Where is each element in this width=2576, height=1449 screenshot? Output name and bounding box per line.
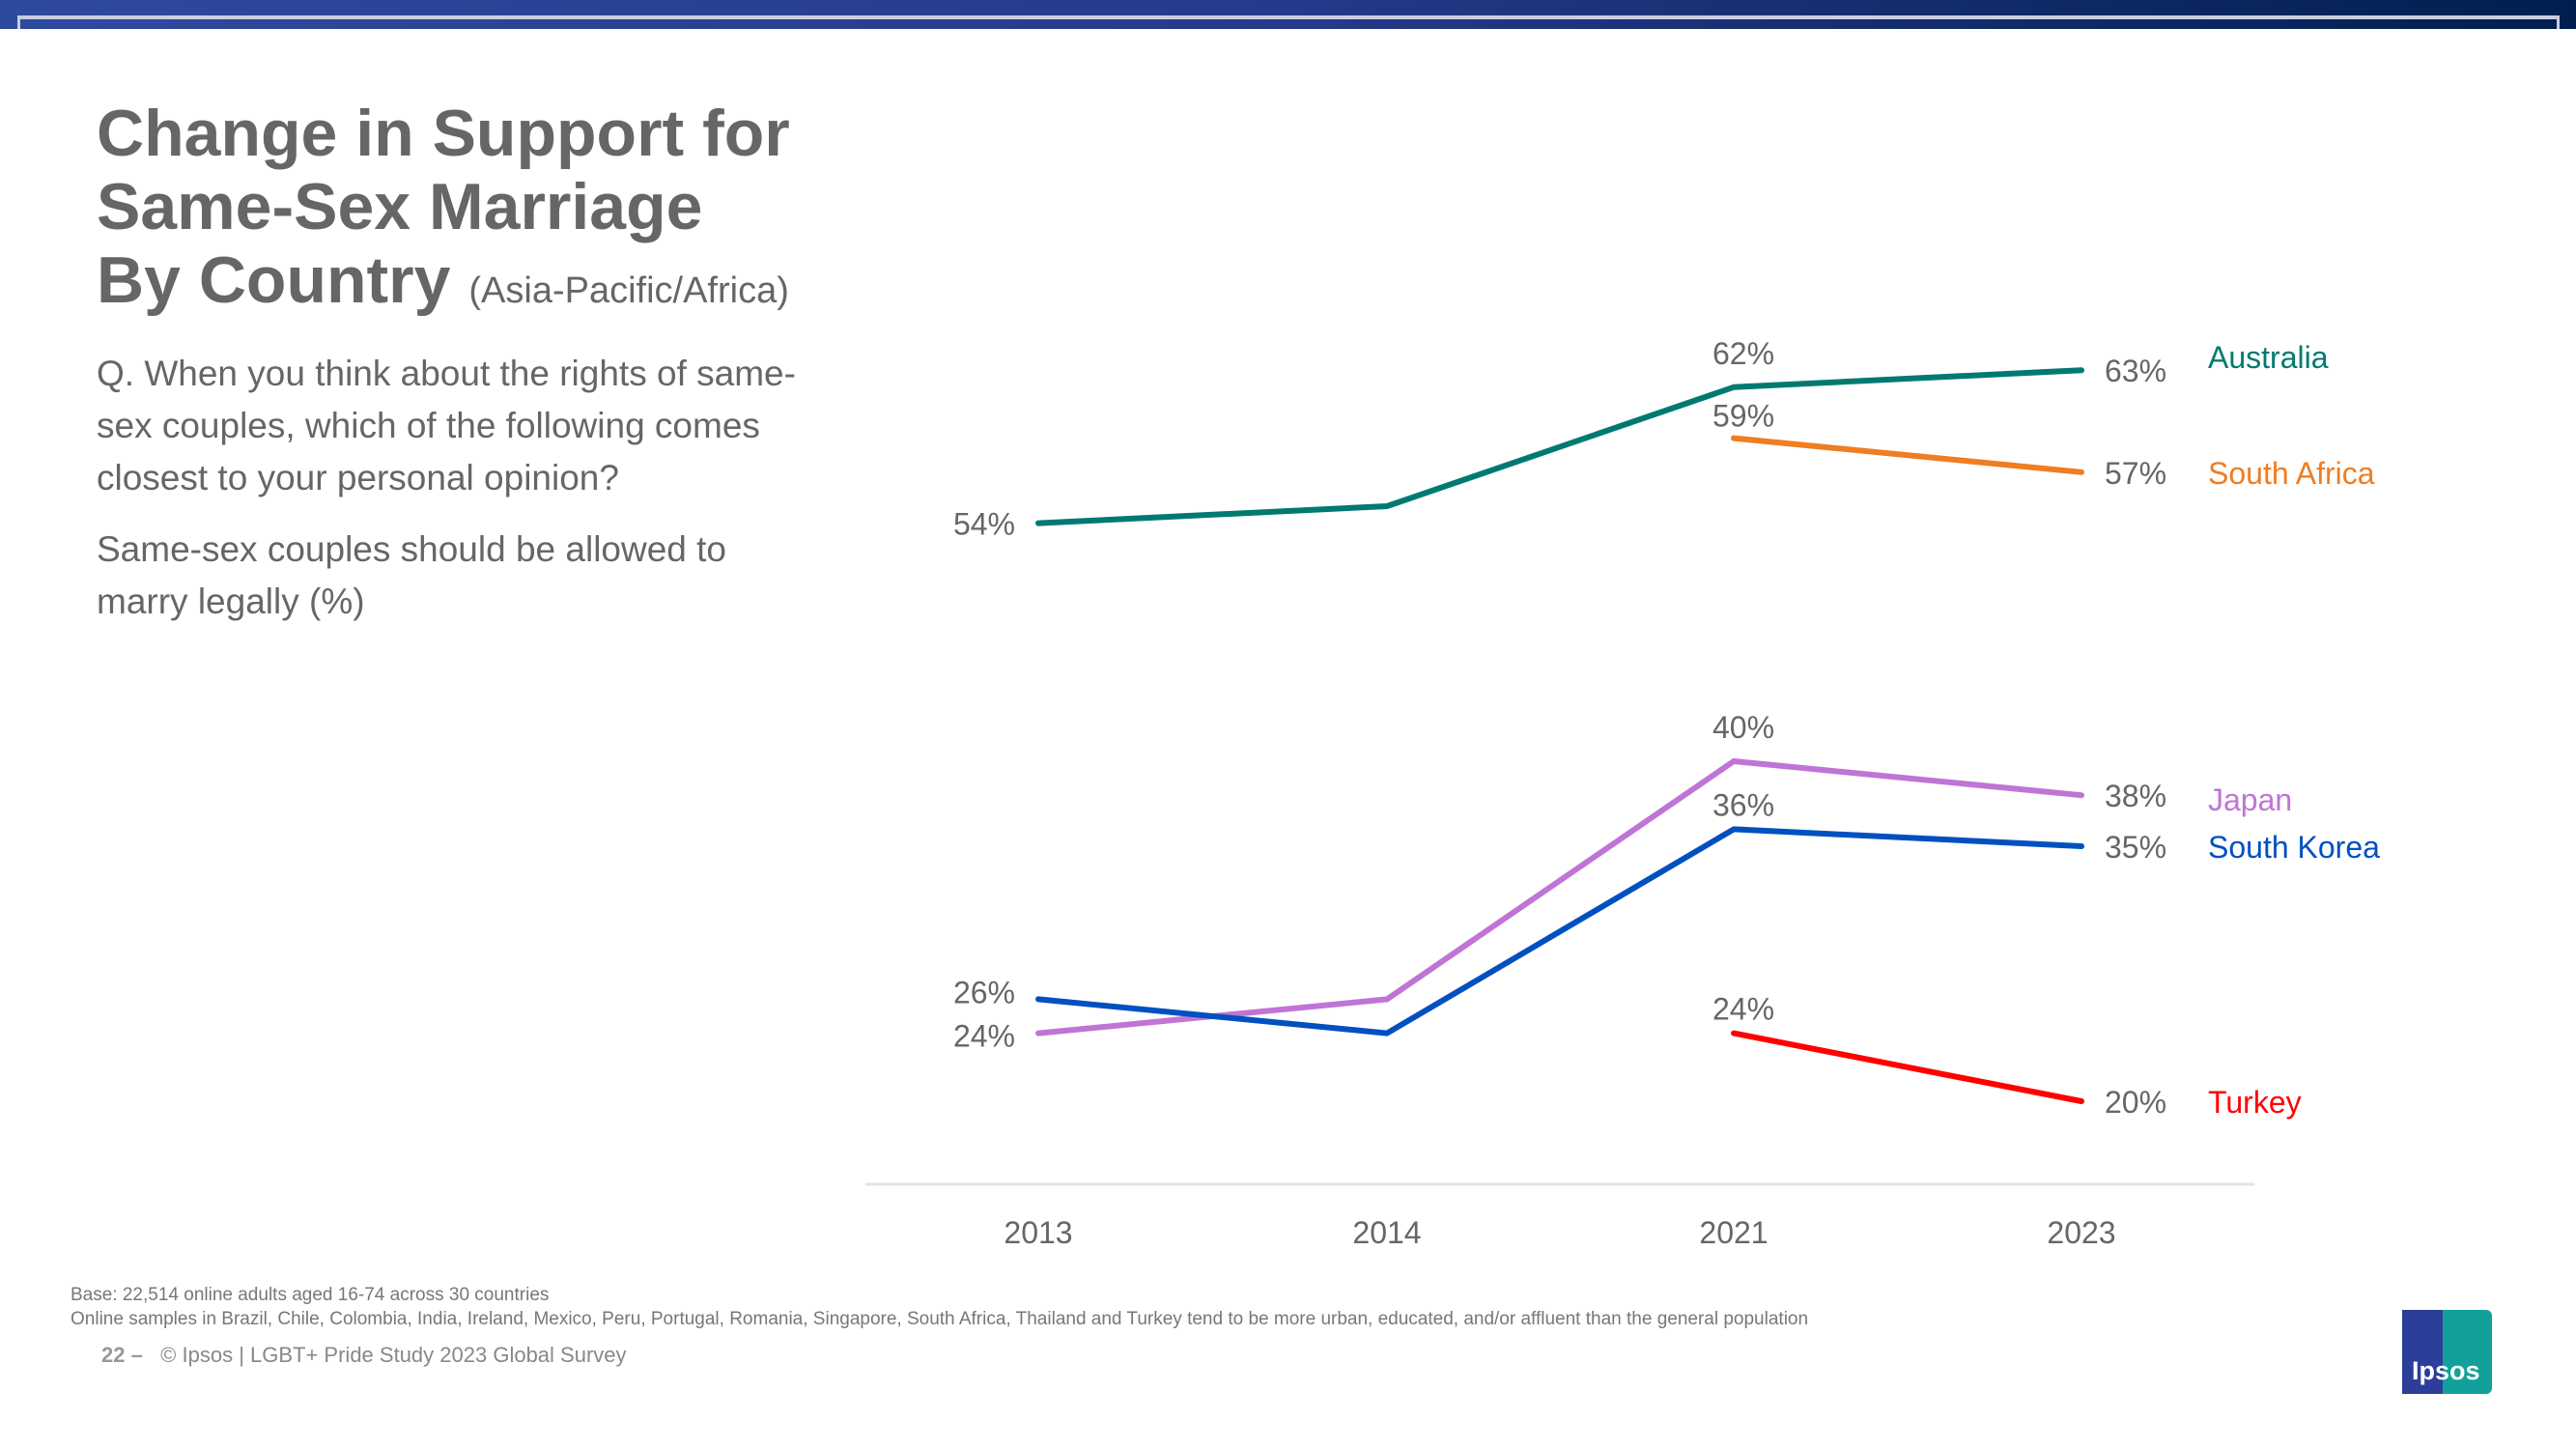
series-line-south-africa (1731, 435, 2084, 475)
data-label: 62% (1713, 336, 1774, 371)
header-bar (0, 0, 2576, 29)
page-footer: 22 – © Ipsos | LGBT+ Pride Study 2023 Gl… (101, 1343, 627, 1368)
title-line-1: Change in Support for (97, 97, 790, 170)
question-text: Q. When you think about the rights of sa… (97, 354, 796, 497)
x-tick-label: 2023 (2047, 1215, 2115, 1250)
source-text: © Ipsos | LGBT+ Pride Study 2023 Global … (160, 1343, 627, 1367)
footnote-base: Base: 22,514 online adults aged 16-74 ac… (71, 1285, 550, 1305)
series-line-australia (1035, 367, 2084, 526)
page-number: 22 – (101, 1343, 143, 1367)
question-block: Q. When you think about the rights of sa… (97, 348, 811, 647)
logo-text: Ipsos (2412, 1356, 2480, 1385)
data-label: 36% (1713, 787, 1774, 822)
data-label: 40% (1713, 710, 1774, 745)
data-label: 63% (2105, 354, 2166, 388)
series-line-south-korea (1035, 826, 2084, 1037)
title-line-2: Same-Sex Marriage (97, 170, 703, 243)
header-divider-left (17, 15, 20, 29)
data-label: 59% (1713, 399, 1774, 434)
page-title: Change in Support for Same-Sex Marriage … (97, 97, 790, 327)
title-subtitle: (Asia-Pacific/Africa) (468, 270, 789, 311)
footnote-note: Online samples in Brazil, Chile, Colombi… (71, 1309, 1809, 1329)
data-label: 26% (953, 975, 1015, 1009)
data-label: 38% (2105, 779, 2166, 813)
data-label: 24% (1713, 992, 1774, 1027)
x-tick-label: 2014 (1352, 1215, 1421, 1250)
header-divider-right (2557, 15, 2560, 29)
data-label: 57% (2105, 456, 2166, 491)
data-label: 20% (2105, 1085, 2166, 1120)
series-name-label: Turkey (2208, 1085, 2302, 1120)
header-divider (17, 15, 2560, 19)
x-tick-label: 2013 (1004, 1215, 1072, 1250)
series-name-label: South Korea (2208, 830, 2380, 865)
data-label: 35% (2105, 830, 2166, 865)
series-name-label: Australia (2208, 340, 2329, 375)
x-tick-label: 2021 (1699, 1215, 1768, 1250)
ipsos-logo: Ipsos (2402, 1310, 2492, 1394)
series-name-label: South Africa (2208, 456, 2375, 491)
question-statement: Same-sex couples should be allowed to ma… (97, 529, 726, 621)
series-line-turkey (1731, 1030, 2084, 1104)
data-label: 54% (953, 507, 1015, 542)
series-line-japan (1035, 758, 2084, 1037)
data-label: 24% (953, 1019, 1015, 1054)
series-name-label: Japan (2208, 782, 2292, 817)
title-line-3: By Country (97, 243, 451, 317)
